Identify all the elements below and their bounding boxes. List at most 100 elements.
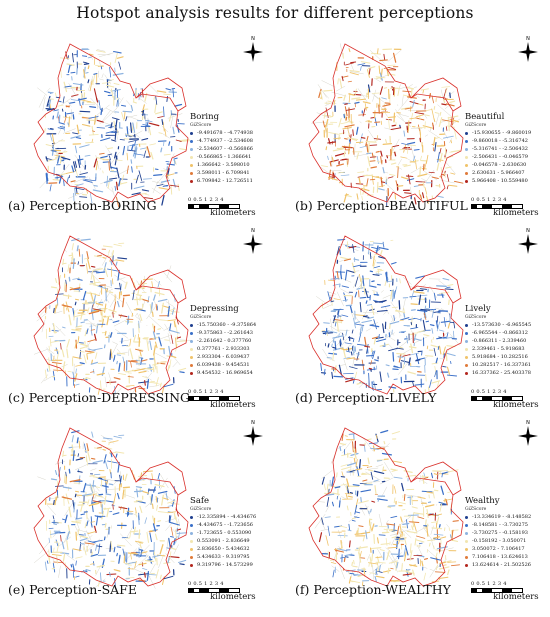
legend-row: -9.375863 - -2.261643 <box>190 329 256 337</box>
street-segment <box>376 161 382 163</box>
street-segment <box>379 86 383 95</box>
street-segment <box>95 64 102 67</box>
street-segment <box>149 532 153 543</box>
street-segment <box>100 108 103 116</box>
street-segment <box>422 163 425 171</box>
street-segment <box>366 368 377 371</box>
road-segment <box>341 496 347 500</box>
street-segment <box>344 138 348 140</box>
street-segment <box>340 122 348 125</box>
legend-row: -15.750360 - -9.375864 <box>190 321 256 329</box>
street-segment <box>94 447 102 450</box>
street-segment <box>53 355 55 360</box>
street-segment <box>339 525 348 528</box>
street-segment <box>363 186 365 191</box>
street-segment <box>398 548 400 560</box>
street-segment <box>131 192 141 196</box>
street-segment <box>390 567 394 570</box>
road-segment <box>408 84 413 88</box>
street-segment <box>336 245 340 256</box>
street-segment <box>174 103 183 107</box>
street-segment <box>325 535 329 546</box>
street-segment <box>163 383 174 388</box>
legend-swatch <box>190 155 193 159</box>
panel-caption: (d) Perception-LIVELY <box>295 390 436 405</box>
street-segment <box>110 88 114 98</box>
legend-label: -2.534607 - -0.566866 <box>197 145 253 152</box>
street-segment <box>122 297 125 308</box>
street-segment <box>420 308 430 311</box>
street-segment <box>330 300 335 303</box>
street-segment <box>341 471 344 477</box>
road-segment <box>448 91 455 97</box>
street-segment <box>106 175 109 187</box>
road-segment <box>320 528 330 532</box>
street-segment <box>45 156 49 162</box>
street-segment <box>395 536 401 539</box>
street-segment <box>343 193 348 203</box>
road-segment <box>326 357 335 362</box>
legend-row: 0.377761 - 2.933303 <box>190 345 256 353</box>
street-segment <box>431 176 439 180</box>
street-segment <box>371 305 375 316</box>
road-segment <box>325 505 330 513</box>
legend-swatch <box>465 515 468 519</box>
street-segment <box>54 531 66 534</box>
road-segment <box>152 180 166 185</box>
road-segment <box>402 298 406 311</box>
street-segment <box>50 286 58 289</box>
legend-swatch <box>465 539 468 543</box>
street-segment <box>93 73 96 82</box>
street-segment <box>45 107 56 111</box>
street-segment <box>403 551 407 562</box>
road-segment <box>137 312 142 323</box>
street-segment <box>114 130 117 140</box>
street-segment <box>67 64 71 74</box>
street-segment <box>118 362 121 372</box>
street-segment <box>87 540 96 544</box>
street-segment <box>82 290 87 301</box>
street-segment <box>391 431 400 435</box>
hotspot-map <box>308 43 464 207</box>
street-segment <box>104 90 111 94</box>
street-segment <box>426 525 429 537</box>
street-segment <box>113 435 123 439</box>
street-segment <box>60 69 62 78</box>
road-segment <box>46 504 57 516</box>
street-segment <box>332 335 344 339</box>
street-segment <box>84 330 88 337</box>
scale-unit: kilometers <box>493 592 539 602</box>
street-segment <box>388 347 399 352</box>
road-segment <box>352 270 360 272</box>
street-segment <box>111 250 115 257</box>
street-segment <box>175 139 182 142</box>
street-segment <box>343 356 351 360</box>
street-segment <box>61 349 65 358</box>
street-segment <box>318 532 323 543</box>
legend-swatch <box>190 547 193 551</box>
street-segment <box>358 545 361 554</box>
street-segment <box>436 321 441 332</box>
road-segment <box>106 299 110 303</box>
street-segment <box>343 94 346 101</box>
road-segment <box>43 376 52 382</box>
street-segment <box>376 434 378 439</box>
street-segment <box>138 370 147 374</box>
street-segment <box>125 116 128 122</box>
street-segment <box>88 502 100 507</box>
street-segment <box>364 336 367 348</box>
street-segment <box>345 329 348 336</box>
street-segment <box>347 495 353 498</box>
street-segment <box>373 533 375 544</box>
street-segment <box>45 144 54 147</box>
street-segment <box>79 346 88 350</box>
street-segment <box>142 568 148 571</box>
street-segment <box>368 562 378 565</box>
street-segment <box>81 301 92 305</box>
legend-row: -4.434675 - -1.723656 <box>190 521 256 529</box>
street-segment <box>75 531 78 541</box>
street-segment <box>62 518 66 521</box>
street-segment <box>95 352 98 359</box>
legend-swatch <box>465 339 468 343</box>
street-segment <box>71 165 75 173</box>
